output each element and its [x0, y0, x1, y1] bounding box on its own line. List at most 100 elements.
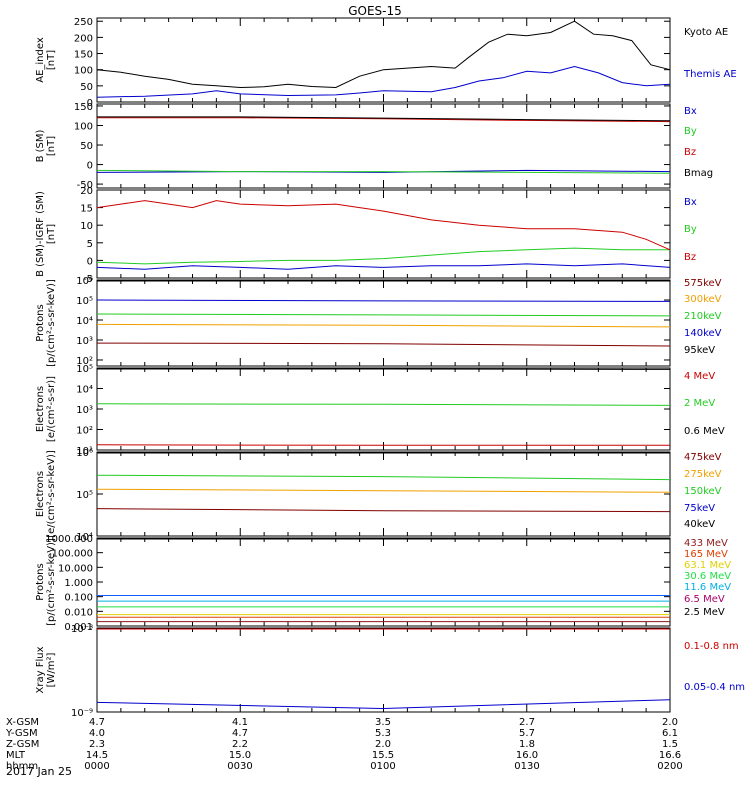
y-tick-label: 10² [76, 426, 93, 437]
series-line-bdiff-1 [96, 247, 670, 265]
legend-entry: 6.5 MeV [684, 594, 725, 605]
orbit-value: 4.0 [89, 728, 105, 739]
legend-entry: 63.1 MeV [684, 560, 731, 571]
y-tick-label: 10⁻⁹ [71, 708, 93, 719]
series-line-ae-1 [96, 65, 671, 98]
legend-entry: 0.05-0.4 nm [684, 682, 745, 693]
y-tick-label: 1.000 [64, 578, 93, 589]
legend-entry: By [684, 224, 697, 235]
panel-frame [96, 367, 671, 451]
orbit-value: 15.0 [229, 750, 251, 761]
panel-electrons2: 10⁴ 10⁵ 10⁶ Electrons[e/(cm²-s-sr-keV)] 475k… [35, 448, 722, 543]
orbit-value: 2.2 [232, 739, 248, 750]
legend-entry: 30.6 MeV [684, 571, 731, 582]
orbit-value: 4.7 [89, 717, 105, 728]
orbit-value: 6.1 [662, 728, 678, 739]
y-axis-label: Electrons[e/(cm²-s-sr)] [35, 376, 57, 442]
y-tick-label: 0 [87, 98, 93, 109]
orbit-row-label: hhmm [6, 761, 38, 772]
legend-entry: 0.6 MeV [684, 426, 725, 437]
orbit-value: 4.7 [232, 728, 248, 739]
legend-entry: 4 MeV [684, 371, 715, 382]
panel-frame [96, 627, 671, 713]
y-tick-label: 100.000 [52, 549, 93, 560]
legend-entry: 275keV [684, 469, 722, 480]
legend-entry: 300keV [684, 294, 722, 305]
y-axis-label: Protons[p/(cm²-s-sr-keV)] [35, 279, 57, 367]
legend-entry: 40keV [684, 519, 715, 530]
legend-entry: Bx [684, 106, 697, 117]
orbit-value: 4.1 [232, 717, 248, 728]
orbit-value: 0030 [227, 761, 252, 772]
orbit-value: 2.0 [662, 717, 678, 728]
y-tick-label: 20 [80, 186, 93, 197]
legend-entry: By [684, 126, 697, 137]
legend-entry: 150keV [684, 486, 722, 497]
y-tick-label: 10² [76, 356, 93, 367]
y-tick-label: 100 [74, 66, 93, 77]
series-line-ae-0 [96, 20, 671, 89]
y-axis-label: AE_index[nT] [35, 37, 57, 83]
y-tick-label: 0.100 [64, 593, 93, 604]
y-tick-label: 10⁵ [76, 490, 93, 501]
y-tick-label: 10 [80, 221, 93, 232]
panel-frame [96, 537, 671, 627]
panel-bdiff: -5 0 5 10 15 20 B (SM)-IGRF (SM)[nT] Bx By Bz [35, 186, 697, 285]
chart-title: GOES-15 [348, 4, 402, 18]
y-tick-label: -5 [83, 274, 93, 285]
y-tick-label: 250 [74, 17, 93, 28]
y-tick-label: 10⁶ [76, 448, 93, 459]
y-tick-label: 10⁵ [76, 296, 93, 307]
legend-entry: 2 MeV [684, 398, 715, 409]
legend-entry: Bmag [684, 168, 713, 179]
legend-entry: 0.1-0.8 nm [684, 641, 739, 652]
orbit-value: 0000 [84, 761, 109, 772]
y-tick-label: 10⁵ [76, 364, 93, 375]
y-tick-label: 1000.000 [45, 534, 93, 545]
orbit-value: 16.6 [659, 750, 681, 761]
legend-entry: 210keV [684, 311, 722, 322]
series-line-electrons2-1 [96, 488, 671, 493]
series-line-protons1-2 [96, 313, 671, 317]
y-tick-label: 5 [87, 239, 93, 250]
y-tick-label: 10⁻⁸ [71, 624, 93, 635]
y-tick-label: 10.000 [58, 563, 93, 574]
y-tick-label: 15 [80, 204, 93, 215]
panel-frame [96, 189, 671, 279]
y-tick-label: 200 [74, 33, 93, 44]
legend-entry: 2.5 MeV [684, 607, 725, 618]
y-tick-label: 0 [87, 256, 93, 267]
orbit-value: 14.5 [86, 750, 108, 761]
series-line-bdiff-0 [96, 263, 671, 270]
orbit-value: 16.0 [516, 750, 538, 761]
legend-entry: 433 MeV [684, 538, 728, 549]
series-line-protons1-1 [96, 323, 671, 328]
orbit-row-label: MLT [6, 750, 26, 761]
series-line-protons1-0 [96, 342, 671, 347]
y-tick-label: 150 [74, 102, 93, 113]
series-line-bsm-0 [96, 169, 671, 173]
orbit-value: 2.7 [519, 717, 535, 728]
legend-entry: 575keV [684, 278, 722, 289]
panel-bsm: -50 0 50 100 150 B (SM)[nT] Bx By Bz Bmag [35, 102, 713, 191]
series-line-electrons2-0 [96, 508, 671, 513]
orbit-row-label: X-GSM [6, 717, 39, 728]
legend-entry: Bz [684, 147, 696, 158]
y-tick-label: 150 [74, 50, 93, 61]
y-tick-label: 0.010 [64, 607, 93, 618]
panel-electrons1: 10¹ 10² 10³ 10⁴ 10⁵ Electrons[e/(cm²-s-sr)] 4 … [35, 364, 725, 457]
panel-frame [96, 451, 671, 537]
legend-entry: 475keV [684, 452, 722, 463]
panel-protons2: 0.001 0.010 0.100 1.000 10.000 100.000 1000.00… [35, 534, 731, 633]
series-line-electrons1-1 [96, 403, 671, 406]
y-tick-label: 10¹ [76, 446, 93, 457]
y-tick-label: 50 [80, 141, 93, 152]
orbit-value: 5.3 [375, 728, 391, 739]
date-label: 2017 Jan 25 [6, 765, 72, 778]
orbit-table: X-GSM 4.7 4.1 3.5 2.7 2.0Y-GSM 4.0 4.7 5.3 5.7 6.1… [5, 717, 683, 772]
series-line-bsm-2 [97, 117, 671, 123]
legend-entry: 11.6 MeV [684, 582, 731, 593]
legend-entry: 75keV [684, 503, 715, 514]
